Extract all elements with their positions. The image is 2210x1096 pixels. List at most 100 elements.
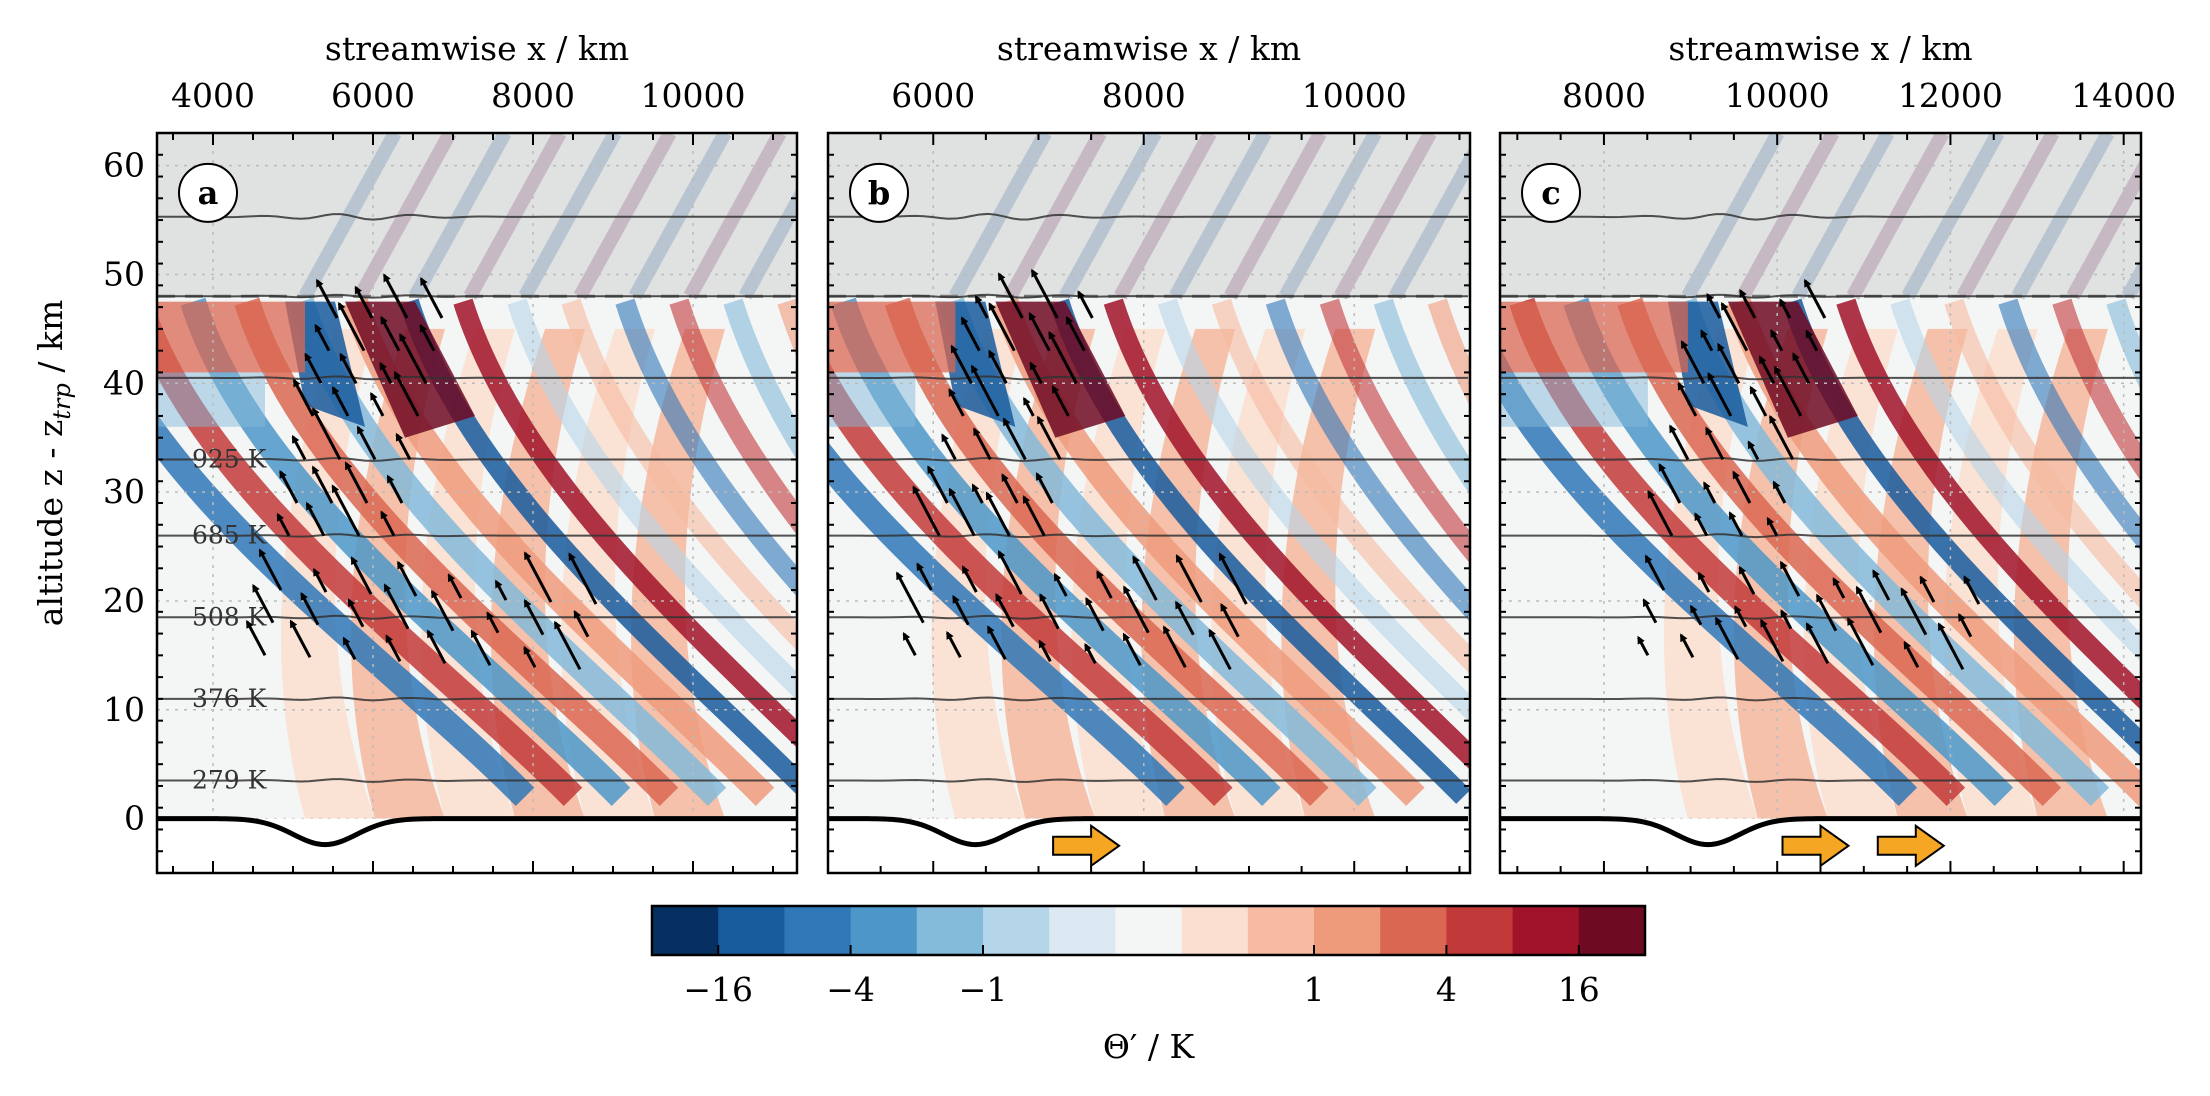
colorbar-swatch (1578, 906, 1646, 955)
flux-arrow (1815, 593, 1838, 632)
orography-line (1500, 816, 2140, 848)
flux-arrow (1642, 598, 1658, 624)
isentrope-line (828, 457, 1468, 462)
y-tick-label: 40 (103, 363, 145, 402)
isentrope-line (1500, 533, 2140, 539)
y-axis: 0 10 20 30 40 50 60 altitude z - ztrp / km (31, 146, 145, 838)
colorbar-tick-label: 1 (1304, 970, 1325, 1009)
flux-arrow (1053, 572, 1068, 597)
x-tick-label: 10000 (1302, 76, 1407, 115)
flux-arrow (1803, 278, 1827, 319)
flux-arrow (902, 631, 917, 657)
flux-arrow (399, 333, 428, 384)
flux-arrow (948, 487, 976, 537)
flux-arrow (1077, 290, 1094, 319)
anomaly-band (1500, 301, 1688, 373)
x-tick-label: 8000 (1562, 76, 1646, 115)
wave-band (2052, 298, 2141, 482)
y-tick-label: 20 (103, 581, 145, 620)
colorbar-swatch (1512, 906, 1580, 955)
isentrope-label: 685 K (192, 521, 268, 550)
y-tick-label: 50 (103, 254, 145, 293)
flux-arrow (1779, 298, 1792, 319)
flux-arrow (927, 465, 949, 504)
flux-arrow (960, 316, 981, 352)
flux-arrow (1957, 612, 1973, 638)
flux-arrow (952, 594, 970, 626)
flux-arrow (1679, 633, 1695, 659)
flux-arrow (1770, 329, 1784, 352)
flux-arrow (315, 278, 339, 319)
wave-band (615, 298, 797, 597)
panel-a: 279 K 376 K 508 K 685 K 925 K 4000 6000 8000 100… (155, 29, 799, 875)
wave-band (1103, 298, 1470, 770)
flux-arrow (1022, 495, 1046, 537)
flux-arrow (383, 583, 410, 630)
x-axis-label: streamwise x / km (1668, 29, 1972, 68)
flux-arrow (1001, 473, 1019, 504)
flux-arrow (972, 427, 992, 461)
colorbar-swatch (784, 906, 852, 955)
flux-arrow (1963, 575, 1981, 605)
flux-arrow (1738, 565, 1756, 595)
flux-arrow (279, 469, 299, 504)
isentrope-line (1500, 614, 2140, 620)
x-tick-label: 6000 (331, 76, 415, 115)
y-axis-label: altitude z - ztrp / km (31, 300, 76, 626)
flux-arrow (426, 629, 447, 665)
flux-arrow (941, 433, 957, 461)
flux-arrow (985, 491, 1011, 537)
sponge-wave (1846, 133, 1950, 300)
flux-arrow (1772, 480, 1787, 504)
x-tick-label: 14000 (2071, 76, 2176, 115)
flux-arrow (1758, 355, 1776, 384)
flux-arrow (1792, 352, 1811, 384)
flux-arrow (988, 302, 1016, 352)
wave-band (453, 298, 797, 748)
flux-arrow (1903, 640, 1920, 669)
x-tick-label: 4000 (171, 76, 255, 115)
wave-band (884, 297, 1329, 806)
flux-arrow (1919, 575, 1936, 603)
panel-letter: a (198, 174, 219, 212)
flux-arrow (331, 385, 350, 417)
wave-band (2170, 302, 2210, 797)
flux-arrow (916, 562, 933, 591)
flux-arrow (1832, 577, 1846, 599)
isentrope-line (157, 293, 797, 299)
y-tick-label: 10 (103, 690, 145, 729)
colorbar-swatch (1380, 906, 1447, 955)
isentrope-line (1500, 375, 2140, 381)
flux-arrow (1028, 311, 1051, 352)
x-axis-label: streamwise x / km (997, 29, 1301, 68)
wave-band (561, 298, 797, 651)
sponge-wave (1334, 133, 1437, 300)
ground-area (157, 818, 797, 873)
colorbar-tick-label: −4 (826, 970, 875, 1009)
isentrope-line (157, 533, 797, 539)
flux-arrow (380, 315, 401, 352)
flux-arrow (1805, 622, 1830, 665)
flux-arrow (1846, 617, 1875, 667)
flux-arrow (1036, 415, 1062, 461)
flux-arrow (988, 349, 1008, 384)
flux-arrow (252, 583, 275, 624)
flux-arrow (1694, 512, 1709, 537)
sponge-wave (949, 133, 1052, 300)
flux-arrow (356, 425, 377, 461)
flux-arrow (1779, 560, 1801, 597)
flux-arrow (291, 434, 307, 461)
isentrope-label: 376 K (192, 684, 268, 713)
wave-band (1157, 298, 1470, 723)
y-tick-label: 0 (124, 799, 145, 838)
wave-band (1427, 298, 1470, 407)
flux-arrow (1760, 618, 1785, 663)
flux-arrow (1658, 463, 1682, 504)
flux-arrow (1900, 587, 1928, 636)
flux-arrow (419, 323, 436, 352)
flux-arrow (568, 552, 598, 605)
colorbar-swatch (1446, 906, 1514, 955)
y-tick-label: 30 (103, 472, 145, 511)
x-tick-label: 8000 (1102, 76, 1186, 115)
